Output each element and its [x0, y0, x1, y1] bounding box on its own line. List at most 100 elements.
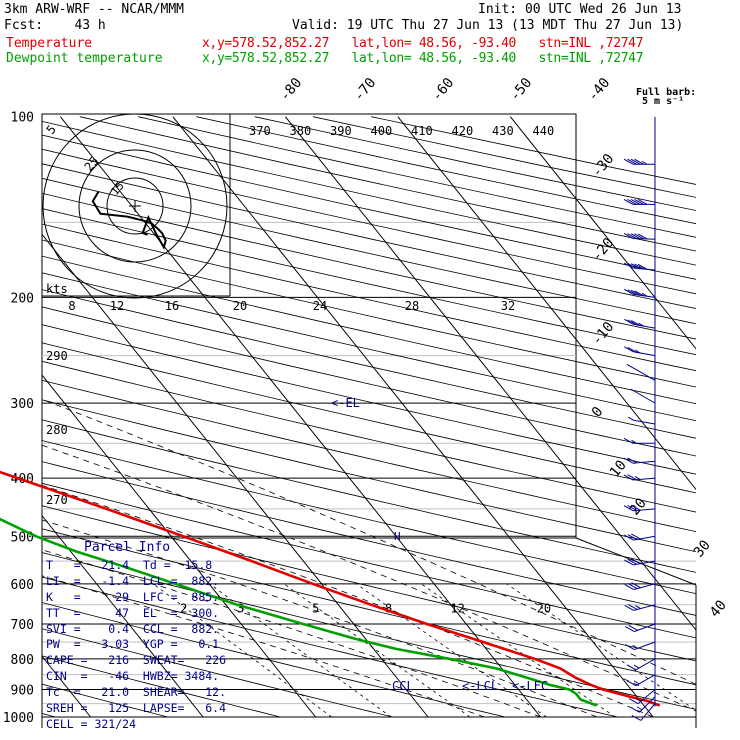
barb-half-flag [628, 416, 634, 421]
wind-barb [625, 641, 656, 650]
parcel-row: K = 29 LFC = 885. [46, 589, 220, 604]
parcel-row: LI = -1.4 LCL = 882. [46, 573, 220, 588]
barb-flag [627, 289, 637, 296]
barb-staff [633, 535, 656, 541]
speed-scale-label: 12 [110, 299, 124, 313]
barb-staff [634, 641, 656, 650]
barb-half-flag [641, 292, 648, 297]
pressure-tick-label: 800 [11, 653, 34, 668]
barb-staff [635, 369, 656, 381]
sounding-curves [0, 470, 661, 707]
barb-staff [633, 323, 656, 329]
isotherm-line [172, 116, 654, 718]
temperature-legend-info: x,y=578.52,852.27 lat,lon= 48.56, -93.40… [202, 36, 644, 51]
isotherm-label: 40 [707, 597, 730, 620]
wind-barb [624, 533, 656, 541]
theta-label: 410 [411, 124, 433, 138]
barb-flag [637, 198, 648, 205]
mixing-ratio-label: 20 [537, 602, 551, 616]
isotherm-line [284, 116, 696, 631]
wind-barb [624, 346, 656, 357]
temperature-line [0, 470, 661, 707]
dry-adiabat [254, 116, 696, 211]
level-markers: <-EL H CCL <-LCL <-LFC [331, 396, 548, 693]
parcel-row: TT = 47 EL = 300. [46, 605, 220, 620]
pressure-tick-label: 500 [11, 530, 34, 545]
ccl-marker: CCL [392, 679, 414, 693]
barb-flag [623, 437, 634, 444]
header: 3km ARW-WRF -- NCAR/MMM Init: 00 UTC Wed… [0, 0, 740, 70]
barb-flag [634, 158, 644, 165]
barb-flag [625, 626, 635, 632]
dewpoint-legend-label: Dewpoint temperature [6, 51, 163, 66]
barb-half-flag [633, 664, 640, 669]
barb-flag [634, 233, 644, 240]
isotherm-line [42, 514, 204, 718]
pressure-tick-label: 100 [11, 111, 34, 126]
speed-scale-label: 28 [405, 299, 419, 313]
barb-staff [634, 623, 656, 633]
hodo-ring [42, 113, 228, 299]
wind-barb [624, 604, 656, 611]
barb-flag [627, 346, 638, 353]
dry-adiabat [42, 255, 696, 405]
wind-barb [628, 416, 656, 425]
parcel-row: CIN = -46 HWBZ= 3484. [46, 669, 220, 684]
wind-barb [630, 388, 656, 404]
mixing-ratio-line [209, 583, 392, 718]
wind-barb [623, 262, 656, 271]
barb-half-flag [635, 605, 641, 609]
mixing-ratio-label: 12 [450, 602, 464, 616]
barb-flag [624, 604, 634, 611]
wind-barb [623, 233, 656, 240]
barb-flag [630, 198, 641, 205]
mixing-ratio-line [153, 583, 332, 718]
dry-adiabat [371, 116, 696, 185]
upper-frame [41, 113, 577, 539]
barb-flag [623, 262, 634, 269]
barb-staff [633, 583, 656, 591]
barb-staff [635, 674, 656, 687]
wind-barb [625, 623, 656, 633]
dry-adiabat [42, 223, 696, 372]
barb-flag [623, 505, 634, 512]
hodo-ring-label: 25 [82, 154, 102, 174]
barb-staff [633, 604, 656, 611]
theta-label: 440 [533, 124, 555, 138]
barb-staff [635, 658, 656, 671]
barb-flag [624, 318, 634, 325]
barb-flag [627, 505, 637, 511]
parcel-row: CELL = 321/24 [46, 716, 137, 731]
isotherm-label: -70 [351, 75, 380, 105]
mixing-ratio-line [506, 583, 696, 711]
barb-half-flag [635, 349, 641, 354]
barb-staff [639, 696, 656, 713]
mixing-ratio-label: 2 [180, 602, 187, 616]
barb-flag [634, 290, 644, 297]
parcel-info-panel: Parcel Info T = 21.4 Td = 15.8 LI = -1.4… [46, 540, 236, 733]
isotherm-line [509, 116, 696, 350]
barb-flag [634, 263, 644, 270]
isotherm-label: -50 [507, 75, 536, 105]
left-theta-label: 290 [46, 349, 68, 363]
wind-barb [623, 504, 656, 512]
barb-staff [633, 560, 656, 566]
dry-adiabat [42, 482, 696, 639]
hodo-unit-label: kts [46, 282, 68, 296]
dry-adiabat [42, 419, 696, 573]
barb-staff [633, 351, 656, 357]
barb-flag [627, 604, 638, 610]
wind-barb [623, 437, 655, 444]
clipped-lines [42, 116, 696, 718]
dry-adiabat [42, 324, 696, 475]
barb-flag [630, 263, 641, 270]
wind-barb [630, 696, 656, 713]
pressure-tick-label: 700 [11, 618, 34, 633]
wind-barb [624, 318, 656, 329]
theta-label: 380 [290, 124, 312, 138]
barb-flag [631, 320, 641, 326]
background-lines [41, 116, 697, 728]
barb-staff [633, 508, 656, 512]
parcel-row: SVI = 0.4 CCL = 882. [46, 621, 220, 636]
hodo-ring [106, 177, 164, 235]
